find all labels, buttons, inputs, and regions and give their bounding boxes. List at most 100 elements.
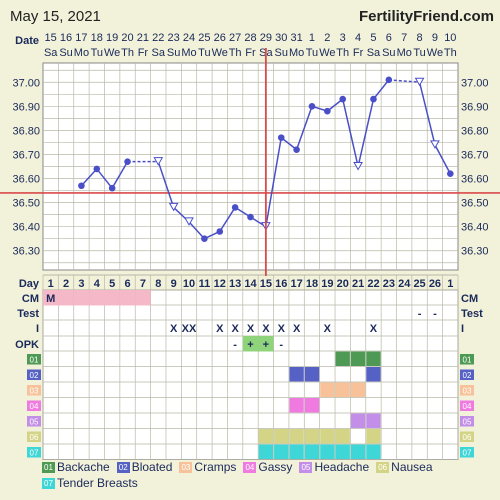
y-tick-label-left: 36.90 — [12, 101, 40, 113]
symptom-cell-01 — [335, 351, 350, 366]
cycle-day-label: 6 — [124, 278, 130, 290]
symptom-cell-04 — [289, 398, 304, 413]
date-label: 8 — [417, 32, 423, 44]
y-tick-label-right: 36.70 — [461, 149, 489, 161]
y-tick-label-left: 36.70 — [12, 149, 40, 161]
date-label: 18 — [91, 32, 103, 44]
opk-positive-cell — [258, 336, 274, 352]
symptom-code-tag-right — [460, 447, 474, 458]
temp-point — [277, 134, 285, 141]
cycle-day-label: 25 — [413, 278, 425, 290]
weekday-label: Su — [275, 47, 288, 59]
y-tick-label-right: 36.50 — [461, 198, 489, 210]
cycle-day-label: 14 — [244, 278, 257, 290]
temp-point — [385, 76, 393, 84]
intercourse-mark: X — [262, 323, 270, 335]
temp-line — [418, 82, 436, 146]
symptom-cell-02 — [289, 367, 304, 382]
date-label: 20 — [121, 32, 133, 44]
symptom-cell-07 — [335, 444, 350, 459]
weekday-label: Fr — [245, 47, 256, 59]
date-label: 22 — [152, 32, 164, 44]
weekday-label: Sa — [44, 47, 58, 59]
temp-point-open — [414, 77, 425, 87]
temp-line — [341, 98, 359, 167]
symptom-code-tag — [27, 416, 41, 427]
opk-positive-cell — [242, 336, 259, 352]
row-label-cm: CM — [22, 293, 39, 305]
test-value: - — [418, 308, 422, 320]
symptom-code-label: 06 — [30, 433, 39, 442]
test-value: - — [433, 308, 437, 320]
temp-line — [96, 168, 113, 189]
symptom-code-tag-right — [460, 369, 474, 380]
y-tick-label-right: 36.60 — [461, 174, 489, 186]
chart-date: May 15, 2021 — [10, 8, 101, 25]
date-label: 31 — [290, 32, 302, 44]
temp-point — [339, 95, 347, 103]
symptom-code-label-right: 02 — [463, 371, 472, 380]
legend-code: 07 — [42, 478, 55, 489]
row-label-test: Test — [17, 308, 39, 320]
y-tick-label-left: 36.30 — [12, 246, 40, 258]
legend-code: 01 — [42, 462, 55, 473]
symptom-cell-02 — [366, 367, 381, 382]
date-label: 30 — [275, 32, 287, 44]
symptom-cell-07 — [258, 444, 274, 459]
cycle-day-label: 8 — [155, 278, 161, 290]
y-tick-label-right: 36.80 — [461, 125, 489, 137]
cycle-day-label: 18 — [306, 278, 318, 290]
weekday-label: Fr — [353, 47, 364, 59]
legend-label: Nausea — [391, 460, 433, 474]
date-label: 9 — [432, 32, 438, 44]
site-name[interactable]: FertilityFriend.com — [358, 8, 494, 25]
date-label: 26 — [214, 32, 226, 44]
temp-point — [324, 107, 331, 115]
y-tick-label-right: 36.40 — [461, 222, 489, 234]
opk-value: - — [279, 339, 283, 351]
symptom-code-tag-right — [460, 416, 474, 427]
date-label: 5 — [370, 32, 376, 44]
date-label: 25 — [198, 32, 210, 44]
y-tick-label-right: 36.90 — [461, 101, 489, 113]
symptom-code-tag-right — [460, 431, 474, 442]
weekday-label: Th — [444, 47, 457, 59]
cycle-day-label: 7 — [140, 278, 146, 290]
cm-cell — [119, 290, 136, 306]
temp-line — [111, 161, 129, 189]
row-label-right-i: I — [461, 323, 464, 335]
symptom-cell-07 — [350, 444, 366, 459]
y-tick-label-left: 36.40 — [12, 222, 40, 234]
symptom-cell-07 — [304, 444, 320, 459]
symptom-cell-06 — [320, 429, 335, 444]
date-label: 28 — [244, 32, 256, 44]
intercourse-mark: X — [324, 323, 332, 335]
weekday-label: Tu — [413, 47, 425, 59]
y-tick-label-left: 36.50 — [12, 198, 40, 210]
weekday-label: We — [427, 47, 443, 59]
legend-item: 05 Headache — [299, 459, 369, 475]
temp-line — [219, 207, 236, 232]
date-label: 16 — [60, 32, 72, 44]
symptom-cell-06 — [274, 429, 289, 444]
weekday-label: Th — [229, 47, 242, 59]
symptom-code-label-right: 07 — [463, 449, 472, 458]
cm-cell — [73, 290, 90, 306]
temp-line — [372, 79, 390, 100]
cycle-day-label: 24 — [398, 278, 411, 290]
row-label-opk: OPK — [15, 339, 39, 351]
intercourse-mark: X — [247, 323, 255, 335]
legend-code: 02 — [116, 462, 130, 473]
symptom-code-tag — [27, 369, 41, 380]
row-label-right-test: Test — [461, 308, 483, 320]
symptom-code-tag — [27, 447, 41, 458]
cycle-day-label: 2 — [63, 278, 69, 290]
date-label: 6 — [386, 32, 392, 44]
symptom-code-label: 07 — [30, 449, 39, 458]
temp-point — [308, 103, 316, 110]
symptom-cell-03 — [335, 382, 350, 397]
y-tick-label-left: 36.80 — [12, 125, 40, 137]
symptom-cell-07 — [366, 444, 381, 459]
temp-point — [78, 182, 85, 190]
intercourse-mark: X — [216, 323, 224, 335]
